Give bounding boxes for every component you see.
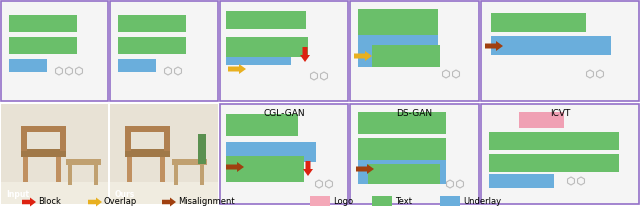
- FancyArrow shape: [300, 47, 310, 62]
- Bar: [226, 156, 304, 182]
- Text: Ours: Ours: [115, 190, 135, 199]
- Bar: [358, 138, 446, 160]
- Bar: [94, 165, 98, 185]
- Text: Logo: Logo: [333, 198, 353, 207]
- Bar: [226, 45, 291, 65]
- Bar: [127, 157, 132, 182]
- Bar: [118, 59, 156, 72]
- FancyArrow shape: [354, 51, 372, 61]
- Text: Text: Text: [395, 198, 412, 207]
- Bar: [226, 142, 316, 162]
- Bar: [226, 37, 308, 57]
- Text: ICVT: ICVT: [550, 109, 570, 118]
- Text: DS-GAN: DS-GAN: [396, 109, 433, 118]
- Bar: [368, 164, 440, 184]
- Bar: [1, 182, 108, 204]
- Bar: [350, 1, 479, 101]
- Bar: [110, 182, 218, 204]
- Bar: [491, 36, 611, 55]
- Bar: [56, 157, 61, 182]
- Bar: [489, 132, 619, 150]
- Bar: [164, 129, 170, 151]
- FancyArrow shape: [162, 198, 176, 207]
- Bar: [481, 104, 639, 204]
- Bar: [198, 134, 206, 164]
- Bar: [489, 154, 619, 172]
- Bar: [372, 45, 440, 67]
- Bar: [9, 15, 77, 32]
- Bar: [125, 126, 170, 132]
- Bar: [9, 37, 77, 54]
- FancyArrow shape: [356, 164, 374, 174]
- FancyArrow shape: [303, 161, 313, 176]
- FancyArrow shape: [22, 198, 36, 207]
- Bar: [125, 129, 131, 151]
- Bar: [23, 157, 28, 182]
- FancyArrow shape: [228, 64, 246, 74]
- Bar: [172, 159, 207, 165]
- Bar: [220, 104, 348, 204]
- Bar: [21, 129, 27, 151]
- Bar: [226, 114, 298, 136]
- Text: CGL-GAN: CGL-GAN: [263, 109, 305, 118]
- FancyArrow shape: [226, 162, 244, 172]
- FancyArrow shape: [88, 198, 102, 207]
- Bar: [491, 13, 586, 32]
- Bar: [68, 165, 72, 185]
- Bar: [110, 104, 218, 204]
- Bar: [358, 9, 438, 37]
- Bar: [220, 1, 348, 101]
- Bar: [21, 149, 66, 157]
- Text: Misalignment: Misalignment: [178, 198, 235, 207]
- Bar: [160, 157, 165, 182]
- Bar: [358, 112, 446, 134]
- Bar: [110, 104, 218, 204]
- Bar: [1, 1, 108, 101]
- Text: Block: Block: [38, 198, 61, 207]
- Bar: [118, 15, 186, 32]
- Bar: [489, 174, 554, 188]
- Bar: [358, 156, 446, 184]
- Bar: [110, 1, 218, 101]
- Bar: [350, 104, 479, 204]
- Bar: [440, 196, 460, 206]
- Bar: [372, 196, 392, 206]
- Bar: [174, 165, 178, 185]
- Bar: [310, 196, 330, 206]
- Bar: [9, 59, 47, 72]
- Bar: [358, 35, 438, 67]
- FancyArrow shape: [485, 41, 503, 51]
- Text: Input: Input: [6, 190, 29, 199]
- Bar: [66, 159, 101, 165]
- Bar: [21, 126, 66, 132]
- Bar: [1, 104, 108, 204]
- Bar: [125, 149, 170, 157]
- Text: Overlap: Overlap: [104, 198, 137, 207]
- Text: Underlay: Underlay: [463, 198, 501, 207]
- Bar: [1, 104, 108, 204]
- Bar: [200, 165, 204, 185]
- Bar: [60, 129, 66, 151]
- Bar: [226, 37, 308, 57]
- Bar: [481, 1, 639, 101]
- Bar: [226, 11, 306, 29]
- Bar: [519, 112, 564, 128]
- Bar: [118, 37, 186, 54]
